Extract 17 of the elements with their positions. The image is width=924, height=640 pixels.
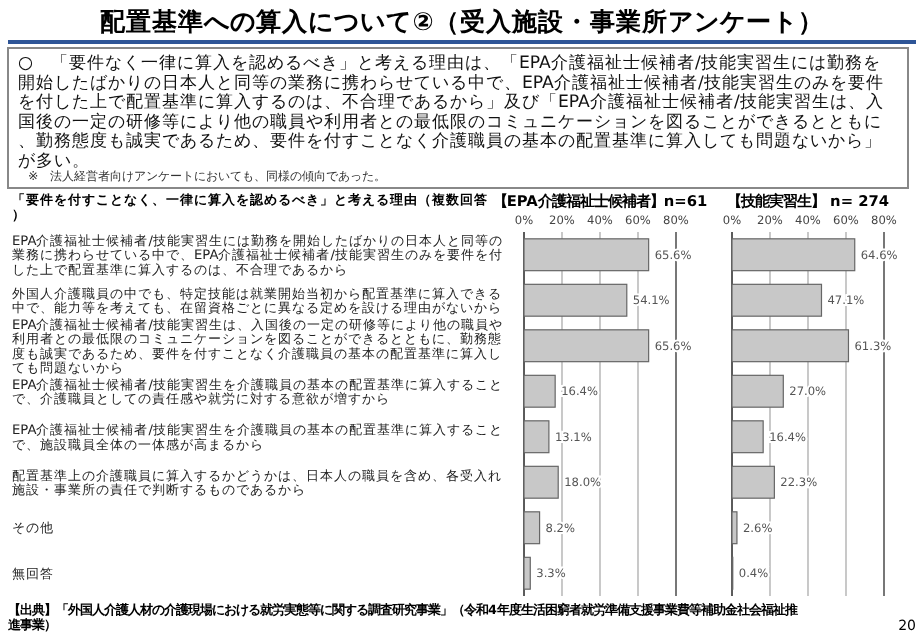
bar [523,329,650,363]
bar [731,511,738,545]
text: ○ 「要件なく一律に算入を認めるべき」と考える理由は、「EPA介護福祉士候補者/技能実習生には勤務を開始したばかりの日本人と同等の業務に携わらせている中で、EPA介護福祉士候補者/技能実習生のみを要件を付した上で配置基準に算入するのは、不合理であるから」及び「EPA介護福祉士候補者/技能実習生は、入国後の一定の研修等により他の職員や利用者との最低限のコミュニケーションを図ることができるとともに、勤務態度も誠実であるため、要件を付すことなく介護職員の基本の配置基準に算入しても問題ないから」が多い。 [18,52,884,172]
bar [731,420,764,454]
bar [731,283,823,317]
bar [523,511,541,545]
bar [731,374,784,408]
bar [523,420,550,454]
bar [523,374,556,408]
bar [523,556,531,590]
bar [731,238,856,272]
bar [731,465,775,499]
text: 配置基準への算入について②（受入施設・事業所アンケート） [100,6,824,36]
bar [523,283,628,317]
bar [731,329,850,363]
bar [523,238,650,272]
bar [523,465,559,499]
